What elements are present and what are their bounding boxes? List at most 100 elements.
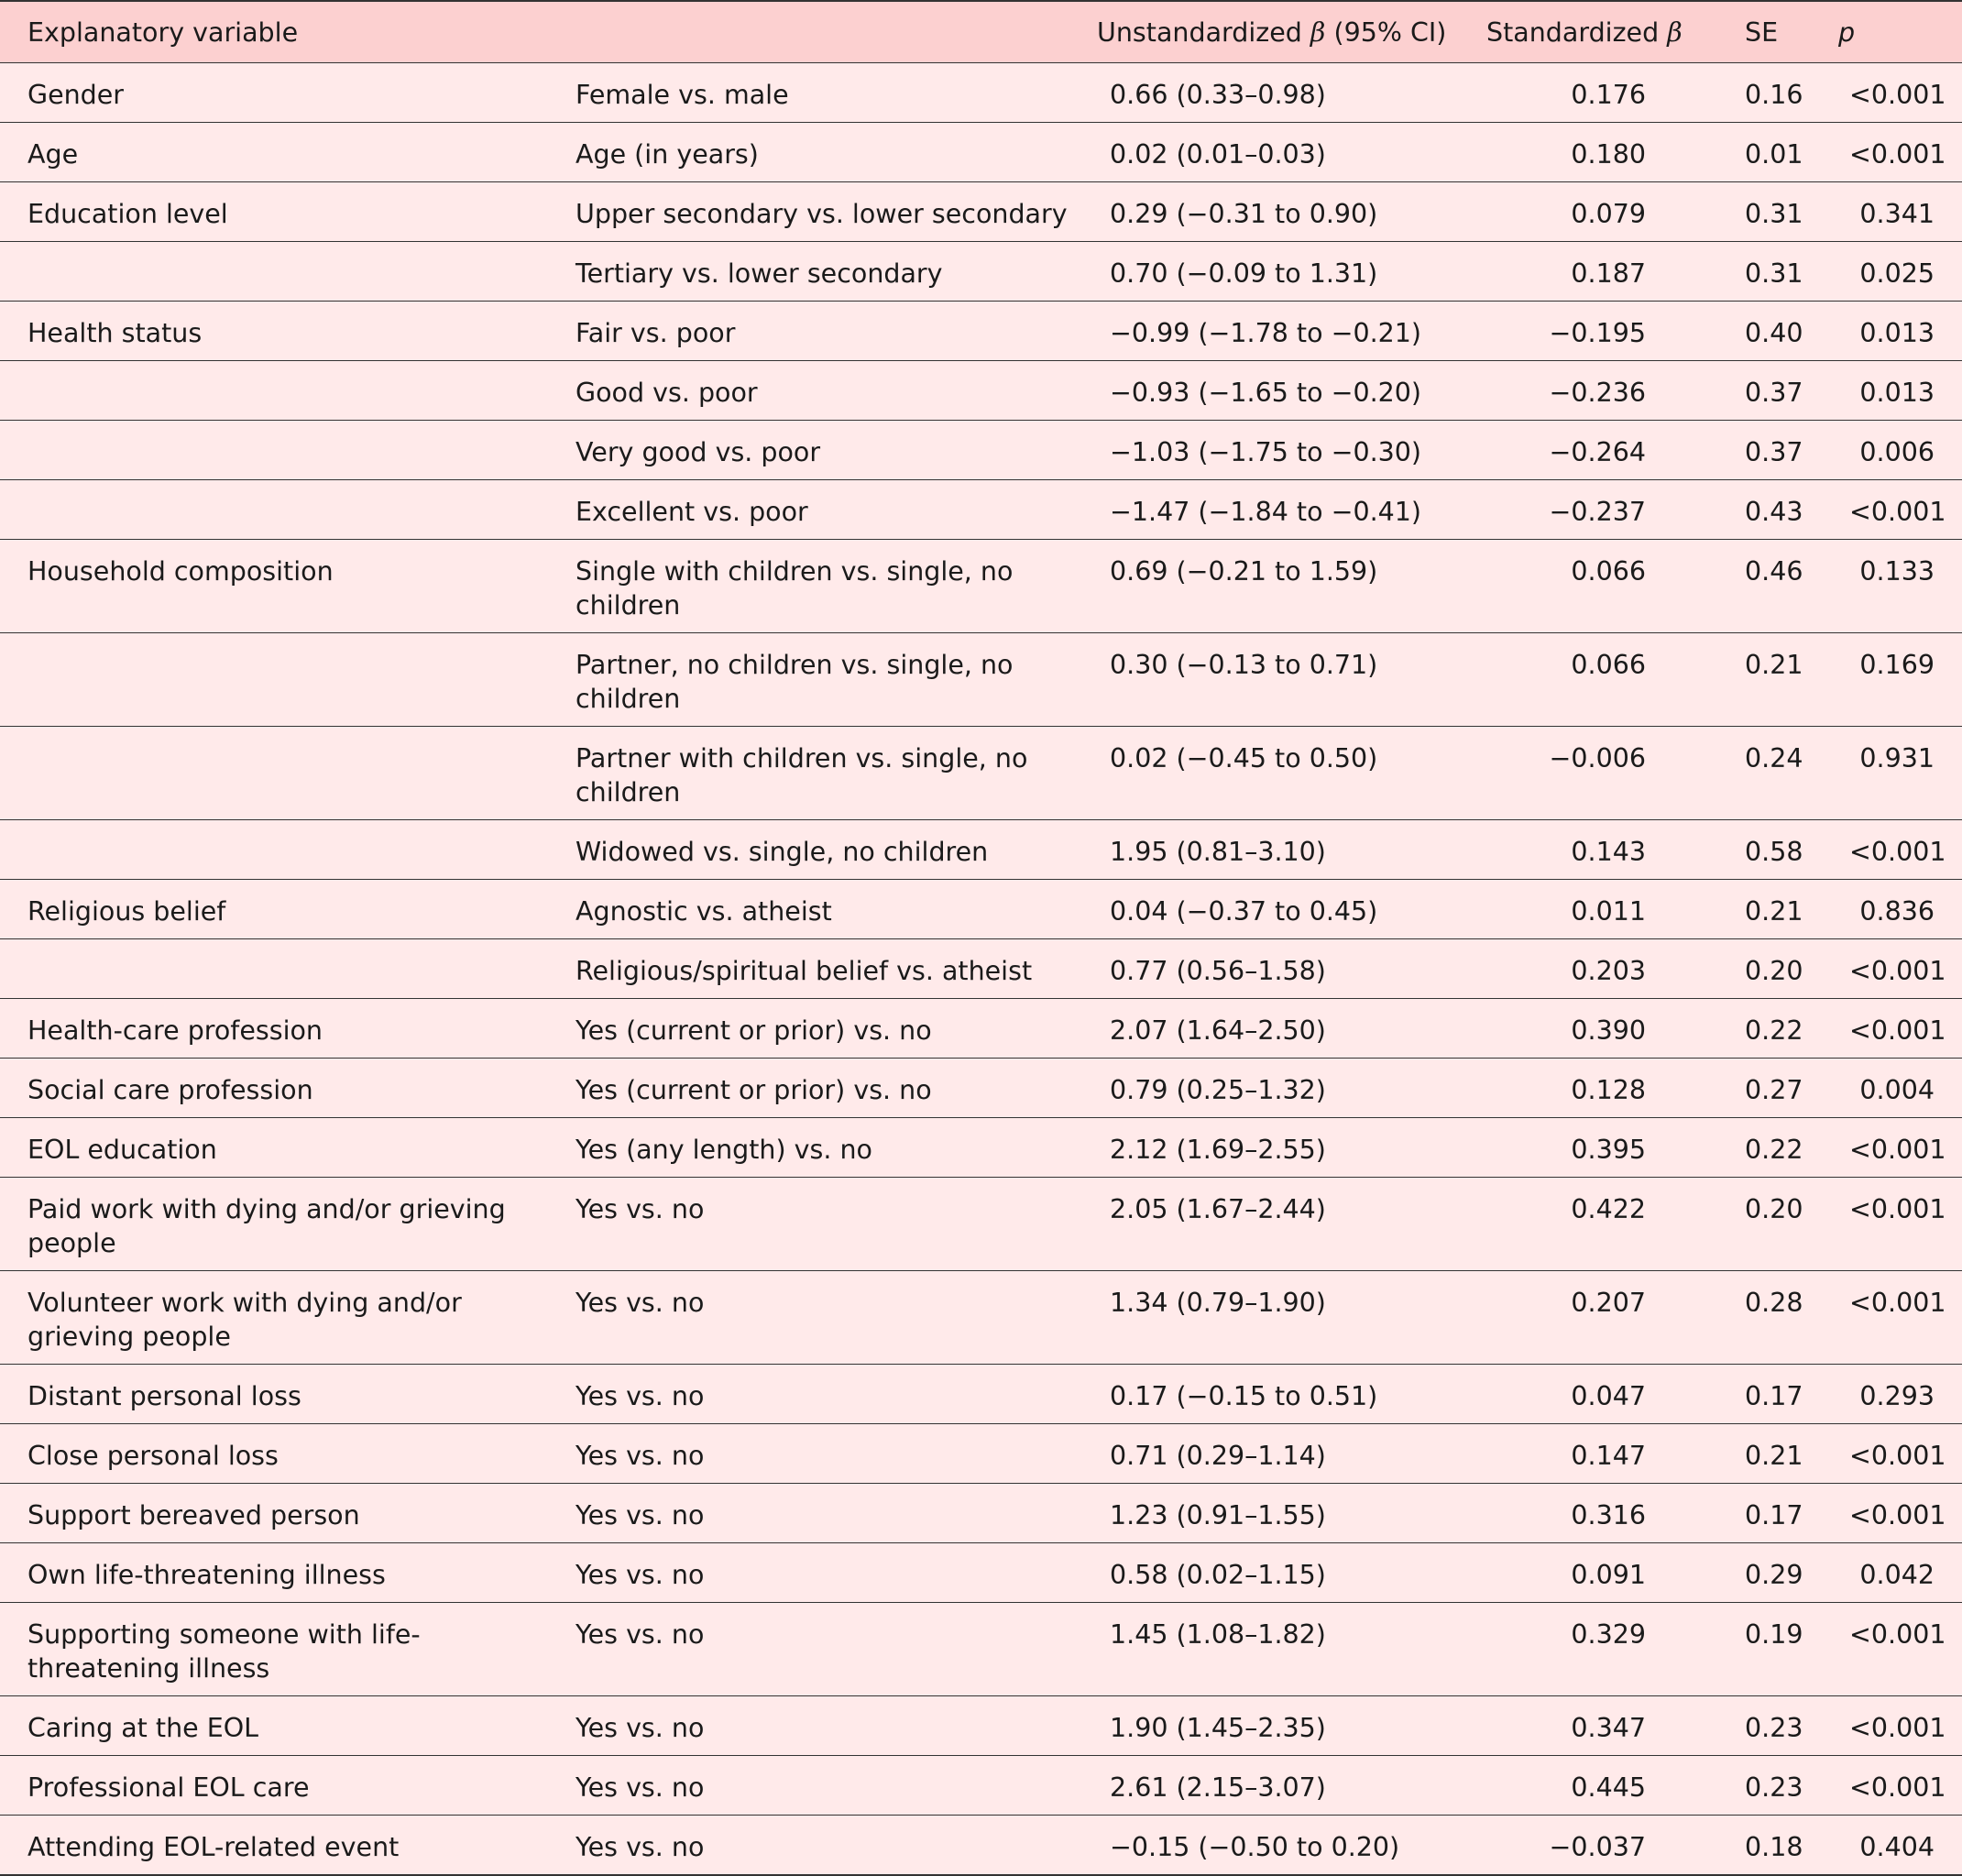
table-row: Supporting someone with life-threatening…	[0, 1603, 1962, 1696]
cell-se: 0.23	[1745, 1772, 1803, 1803]
cell-standardized-beta: 0.079	[1571, 199, 1646, 229]
cell-se: 0.17	[1745, 1500, 1803, 1530]
cell-explanatory-variable: Religious belief	[27, 896, 226, 927]
cell-p-value: <0.001	[1849, 80, 1946, 110]
cell-category: Yes vs. no	[575, 1194, 705, 1224]
table-row: Own life-threatening illness Yes vs. no 0.…	[0, 1543, 1962, 1603]
cell-se: 0.01	[1745, 139, 1803, 170]
cell-se: 0.21	[1745, 1441, 1803, 1471]
header-explanatory-variable: Explanatory variable	[27, 16, 299, 48]
cell-se: 0.58	[1745, 837, 1803, 867]
cell-category: Age (in years)	[575, 139, 759, 170]
cell-standardized-beta: 0.347	[1571, 1713, 1646, 1743]
header-unstandardized-beta: Unstandardized β (95% CI)	[1095, 1, 1477, 63]
cell-unstandardized-beta: 0.77 (0.56–1.58)	[1110, 956, 1326, 986]
header-standardized-beta-symbol: β	[1667, 16, 1682, 48]
table-row: Excellent vs. poor −1.47 (−1.84 to −0.41)…	[0, 480, 1962, 540]
cell-category: Religious/spiritual belief vs. atheist	[575, 956, 1033, 986]
table-body: Gender Female vs. male 0.66 (0.33–0.98) 0.1…	[0, 63, 1962, 1875]
cell-category: Upper secondary vs. lower secondary	[575, 199, 1068, 229]
cell-explanatory-variable: EOL education	[27, 1135, 217, 1165]
cell-explanatory-variable: Caring at the EOL	[27, 1713, 259, 1743]
cell-category: Yes (current or prior) vs. no	[575, 1075, 932, 1105]
table-row: Close personal loss Yes vs. no 0.71 (0.29–…	[0, 1424, 1962, 1484]
cell-unstandardized-beta: −0.99 (−1.78 to −0.21)	[1110, 318, 1422, 348]
cell-standardized-beta: 0.176	[1571, 80, 1646, 110]
cell-explanatory-variable: Education level	[27, 199, 228, 229]
cell-unstandardized-beta: 0.04 (−0.37 to 0.45)	[1110, 896, 1378, 927]
cell-p-value: <0.001	[1849, 1772, 1946, 1803]
cell-explanatory-variable	[0, 480, 548, 540]
cell-standardized-beta: −0.264	[1549, 437, 1646, 467]
cell-explanatory-variable: Health status	[27, 318, 203, 348]
cell-category: Very good vs. poor	[575, 437, 821, 467]
cell-unstandardized-beta: 2.12 (1.69–2.55)	[1110, 1135, 1326, 1165]
table-row: Health-care profession Yes (current or pr…	[0, 999, 1962, 1059]
cell-unstandardized-beta: 0.58 (0.02–1.15)	[1110, 1560, 1326, 1590]
cell-p-value: 0.931	[1859, 743, 1935, 773]
cell-explanatory-variable: Support bereaved person	[27, 1500, 360, 1530]
cell-explanatory-variable	[0, 421, 548, 480]
table-row: Caring at the EOL Yes vs. no 1.90 (1.45–2.…	[0, 1696, 1962, 1756]
cell-unstandardized-beta: 1.23 (0.91–1.55)	[1110, 1500, 1326, 1530]
table-header: Explanatory variable Unstandardized β (9…	[0, 1, 1962, 63]
cell-standardized-beta: 0.316	[1571, 1500, 1646, 1530]
cell-p-value: 0.133	[1859, 556, 1935, 587]
cell-unstandardized-beta: 2.05 (1.67–2.44)	[1110, 1194, 1326, 1224]
table-row: Distant personal loss Yes vs. no 0.17 (−0.…	[0, 1365, 1962, 1424]
cell-explanatory-variable: Paid work with dying and/or grieving peo…	[27, 1194, 506, 1258]
cell-p-value: <0.001	[1849, 956, 1946, 986]
cell-explanatory-variable: Gender	[27, 80, 125, 110]
cell-category: Yes vs. no	[575, 1713, 705, 1743]
table-row: Partner, no children vs. single, no chil…	[0, 633, 1962, 727]
cell-standardized-beta: −0.237	[1549, 497, 1646, 527]
cell-p-value: 0.006	[1859, 437, 1935, 467]
cell-category: Yes vs. no	[575, 1441, 705, 1471]
cell-unstandardized-beta: 0.79 (0.25–1.32)	[1110, 1075, 1326, 1105]
cell-p-value: 0.836	[1859, 896, 1935, 927]
cell-standardized-beta: −0.006	[1549, 743, 1646, 773]
cell-p-value: 0.293	[1859, 1381, 1935, 1411]
table-row: Health status Fair vs. poor −0.99 (−1.78 t…	[0, 302, 1962, 361]
cell-p-value: <0.001	[1849, 1135, 1946, 1165]
cell-p-value: 0.341	[1859, 199, 1935, 229]
cell-unstandardized-beta: −1.47 (−1.84 to −0.41)	[1110, 497, 1422, 527]
cell-explanatory-variable: Professional EOL care	[27, 1772, 310, 1803]
cell-explanatory-variable	[0, 361, 548, 421]
cell-p-value: 0.042	[1859, 1560, 1935, 1590]
cell-category: Female vs. male	[575, 80, 789, 110]
table-row: Education level Upper secondary vs. lower…	[0, 182, 1962, 242]
cell-p-value: 0.404	[1859, 1832, 1935, 1862]
cell-category: Yes vs. no	[575, 1560, 705, 1590]
table-row: Household composition Single with childre…	[0, 540, 1962, 633]
cell-category: Good vs. poor	[575, 378, 758, 408]
cell-explanatory-variable: Attending EOL-related event	[27, 1832, 400, 1862]
cell-explanatory-variable: Social care profession	[27, 1075, 313, 1105]
cell-standardized-beta: −0.195	[1549, 318, 1646, 348]
table-row: Very good vs. poor −1.03 (−1.75 to −0.30)…	[0, 421, 1962, 480]
cell-se: 0.22	[1745, 1015, 1803, 1046]
cell-standardized-beta: 0.147	[1571, 1441, 1646, 1471]
cell-p-value: <0.001	[1849, 139, 1946, 170]
cell-standardized-beta: 0.047	[1571, 1381, 1646, 1411]
cell-p-value: <0.001	[1849, 837, 1946, 867]
cell-se: 0.29	[1745, 1560, 1803, 1590]
cell-p-value: 0.169	[1859, 650, 1935, 680]
table-row: Good vs. poor −0.93 (−1.65 to −0.20) −0.23…	[0, 361, 1962, 421]
cell-se: 0.18	[1745, 1832, 1803, 1862]
cell-explanatory-variable	[0, 242, 548, 302]
cell-standardized-beta: 0.143	[1571, 837, 1646, 867]
cell-se: 0.16	[1745, 80, 1803, 110]
cell-se: 0.27	[1745, 1075, 1803, 1105]
cell-se: 0.28	[1745, 1288, 1803, 1318]
header-row: Explanatory variable Unstandardized β (9…	[0, 1, 1962, 63]
cell-unstandardized-beta: 0.66 (0.33–0.98)	[1110, 80, 1326, 110]
header-standardized-prefix: Standardized	[1486, 16, 1668, 48]
cell-explanatory-variable	[0, 820, 548, 880]
table-row: Social care profession Yes (current or pr…	[0, 1059, 1962, 1118]
cell-se: 0.31	[1745, 258, 1803, 289]
cell-unstandardized-beta: 1.90 (1.45–2.35)	[1110, 1713, 1326, 1743]
cell-p-value: <0.001	[1849, 1500, 1946, 1530]
cell-explanatory-variable	[0, 939, 548, 999]
